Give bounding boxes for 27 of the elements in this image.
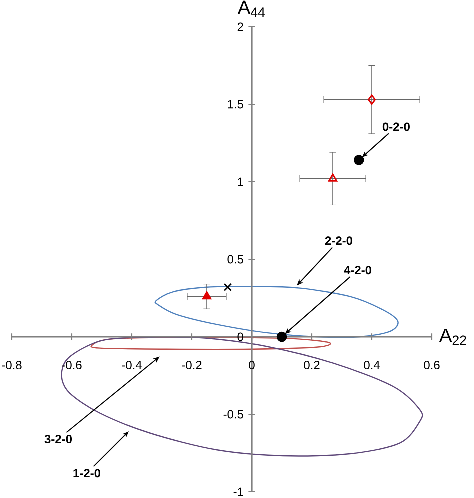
point: [328, 174, 338, 182]
x-axis-title: A$_{22}$: [439, 328, 466, 346]
y-axis-title: A$_{44}$: [238, 0, 266, 17]
point: [224, 283, 232, 292]
point: [368, 94, 376, 105]
point: [354, 155, 364, 166]
x-tick-label: -0.4: [122, 361, 142, 370]
x-tick-label: -0.8: [2, 361, 22, 370]
point: [202, 292, 212, 300]
y-tick-label: 1: [238, 178, 244, 186]
annotation: 0-2-0: [382, 122, 410, 132]
y-tick-label: -1: [234, 488, 244, 496]
y-tick-label: -0.5: [224, 410, 244, 419]
y-tick-label: 1.5: [228, 100, 244, 109]
annotation: 2-2-0: [325, 236, 353, 246]
annotation: 3-2-0: [44, 435, 72, 444]
annotation: 4-2-0: [344, 266, 372, 275]
annotation: 1-2-0: [74, 469, 101, 478]
x-tick-label: -0.2: [182, 361, 202, 370]
point: [276, 332, 288, 342]
y-tick-label: 0: [238, 332, 244, 342]
x-tick-label: 0: [249, 361, 255, 370]
y-tick-label: 2: [238, 22, 244, 32]
x-tick-label: 0.2: [304, 361, 320, 370]
x-tick-label: 0.4: [364, 361, 380, 370]
x-tick-label: 0.6: [424, 361, 440, 370]
y-tick-label: 0.5: [228, 255, 244, 264]
